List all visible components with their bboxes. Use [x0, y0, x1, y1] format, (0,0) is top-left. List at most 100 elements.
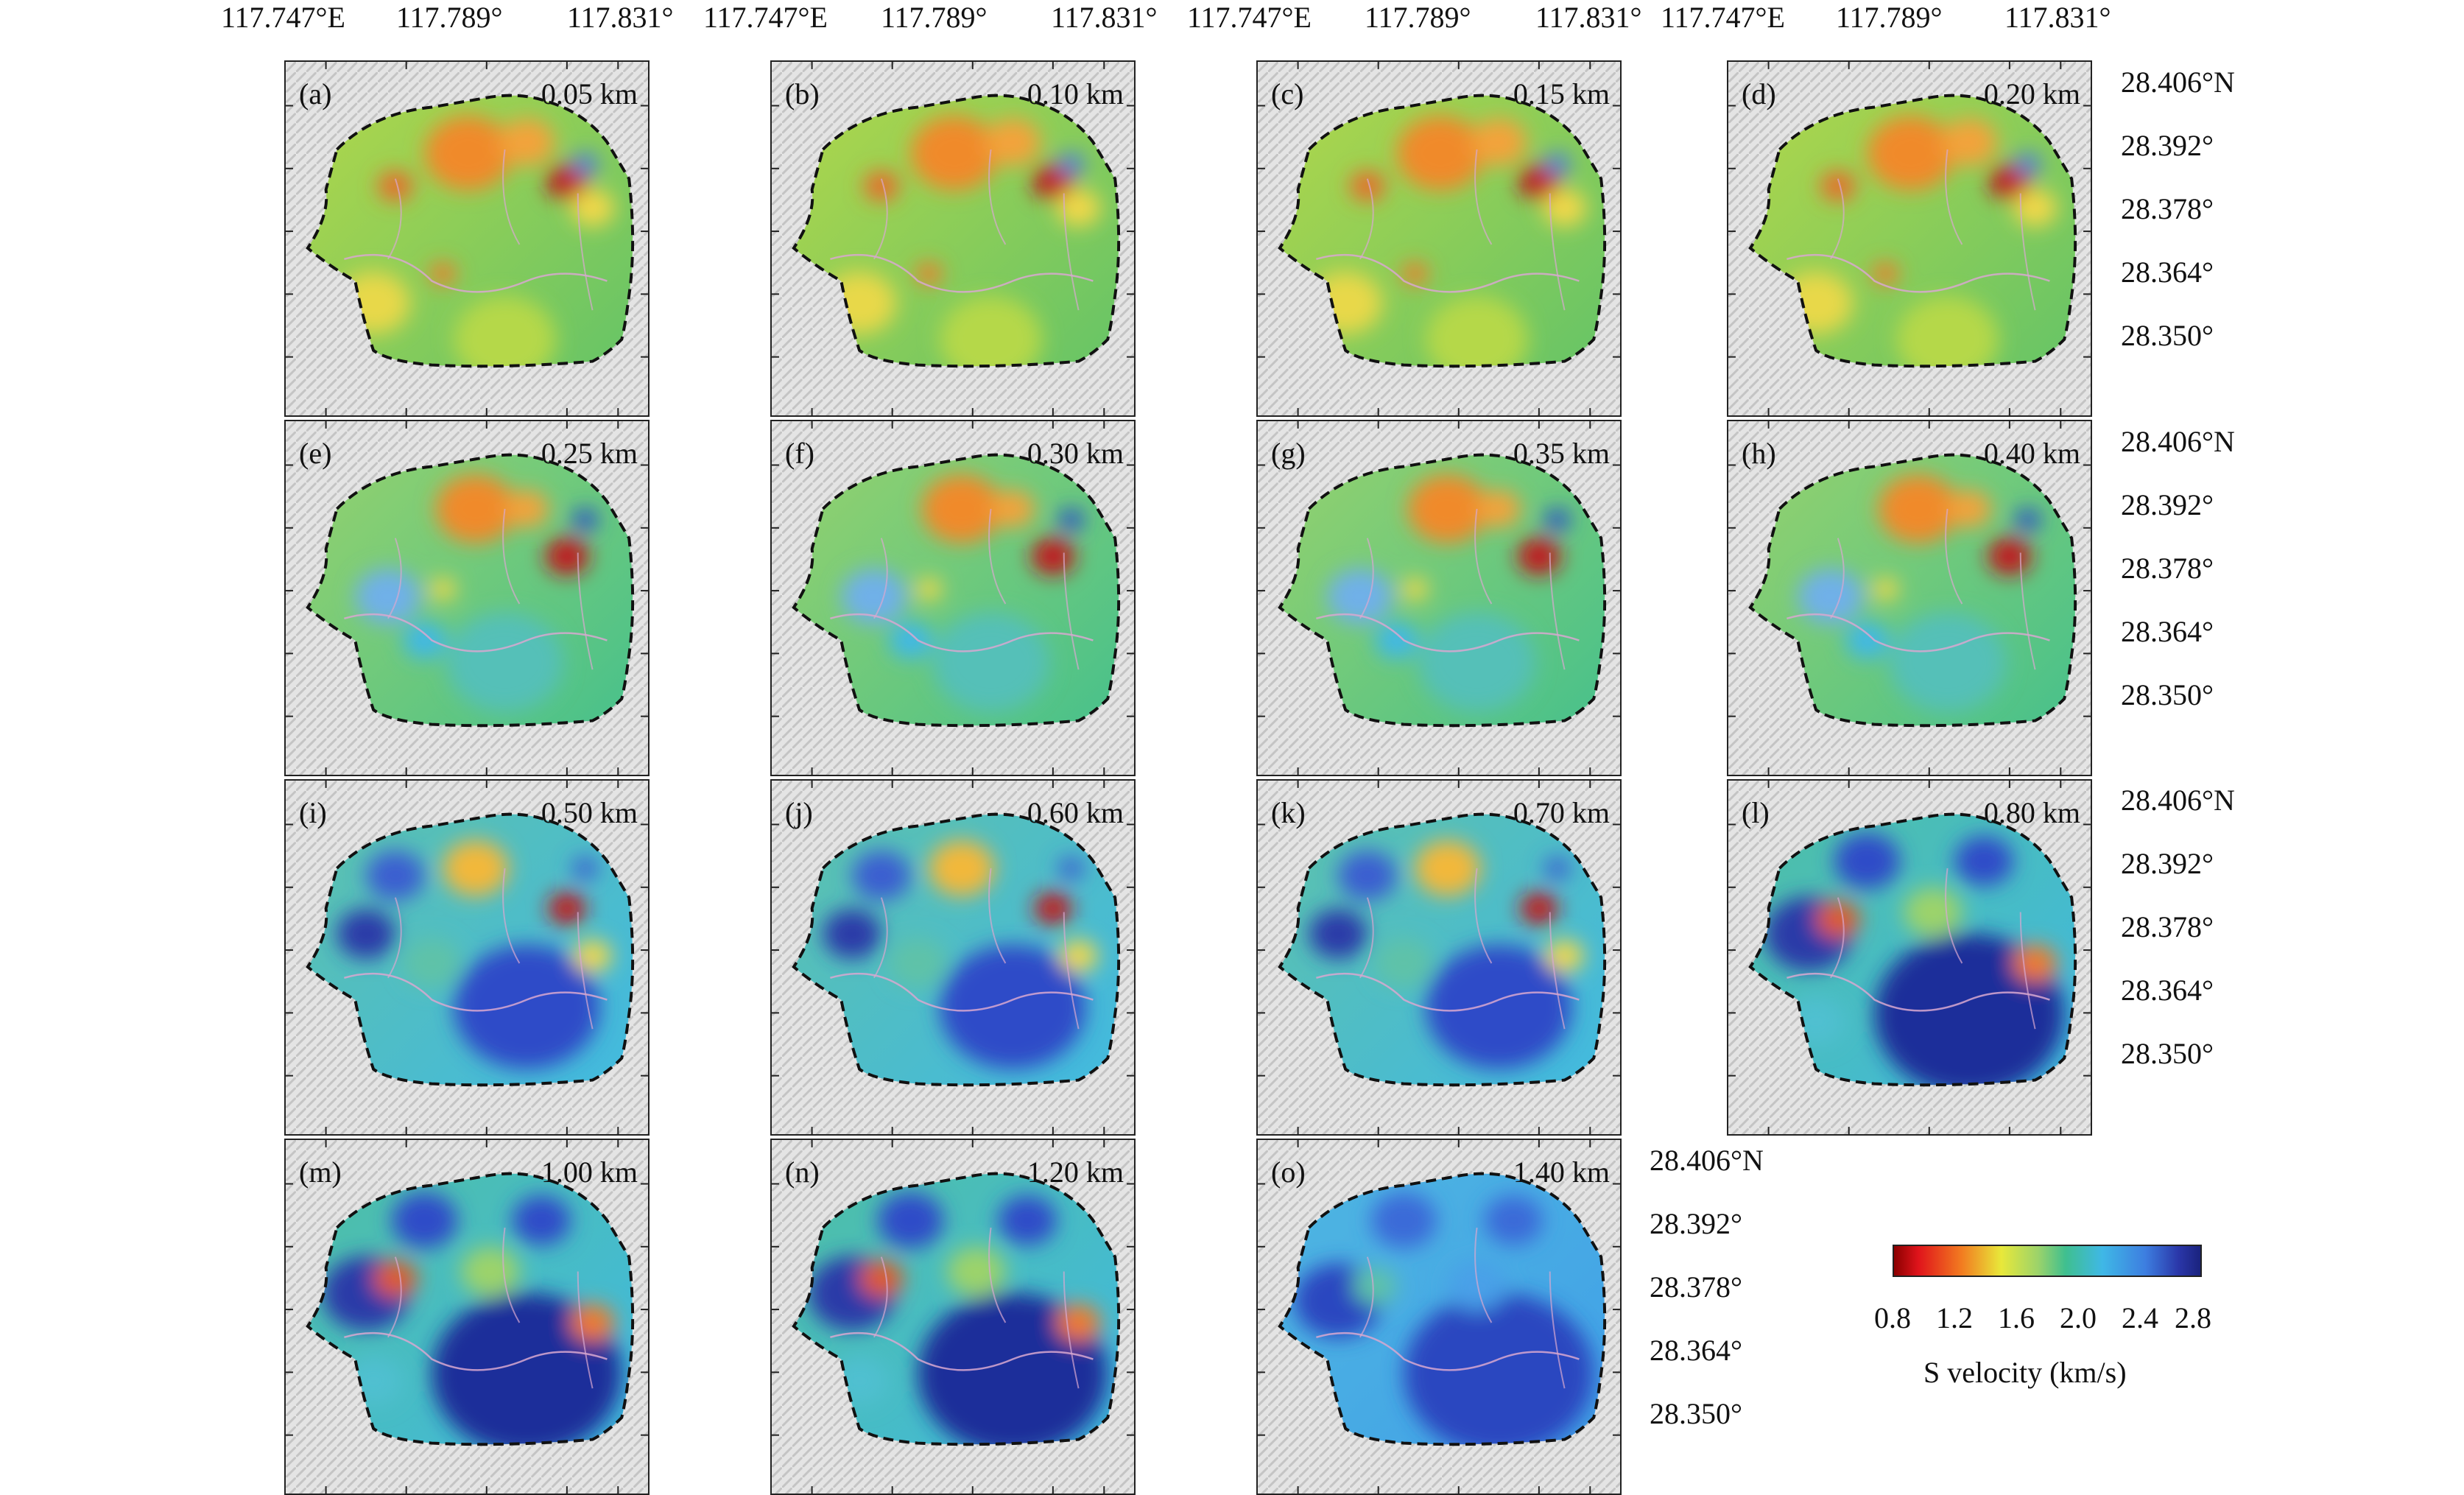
map-panel: (n) 1.20 km: [770, 1139, 1136, 1495]
lon-label-a3: 117.831°: [567, 1, 674, 34]
lat-label-r4-3: 28.378°: [1650, 1270, 1742, 1304]
velocity-map: [1258, 781, 1620, 1134]
panel-depth-label: 0.35 km: [1513, 437, 1610, 470]
lat-label-r1-3: 28.378°: [2121, 192, 2214, 225]
lon-label-d2: 117.789°: [1836, 1, 1943, 34]
panel-letter: (n): [785, 1155, 820, 1189]
panel-letter: (o): [1271, 1155, 1306, 1189]
lat-label-r3-5: 28.350°: [2121, 1037, 2214, 1070]
colorbar-tick: 1.6: [1998, 1301, 2035, 1334]
lon-label-c3: 117.831°: [1535, 1, 1642, 34]
lon-label-b2: 117.789°: [881, 1, 988, 34]
panel-depth-label: 0.15 km: [1513, 77, 1610, 110]
colorbar-tick: 1.2: [1936, 1301, 1973, 1334]
panel-depth-label: 0.10 km: [1027, 77, 1124, 110]
velocity-map: [286, 62, 648, 415]
lat-label-r1-4: 28.364°: [2121, 256, 2214, 289]
velocity-map: [1728, 421, 2091, 775]
panel-depth-label: 0.20 km: [1983, 77, 2080, 110]
panel-letter: (f): [785, 437, 814, 470]
map-panel: (b) 0.10 km: [770, 60, 1136, 417]
panel-depth-label: 0.30 km: [1027, 437, 1124, 470]
lon-label-d3: 117.831°: [2004, 1, 2111, 34]
panel-depth-label: 1.00 km: [541, 1155, 638, 1189]
velocity-map: [1728, 781, 2091, 1134]
lon-label-a2: 117.789°: [396, 1, 503, 34]
panel-letter: (g): [1271, 437, 1306, 470]
velocity-map: [772, 421, 1134, 775]
panel-letter: (l): [1742, 796, 1770, 829]
velocity-map: [286, 1140, 648, 1494]
map-panel: (e) 0.25 km: [284, 420, 650, 776]
panel-letter: (m): [299, 1155, 342, 1189]
lon-label-a1: 117.747°E: [221, 1, 345, 34]
panel-letter: (d): [1742, 77, 1776, 110]
panel-letter: (c): [1271, 77, 1304, 110]
panel-depth-label: 0.50 km: [541, 796, 638, 829]
lat-label-r2-2: 28.392°: [2121, 488, 2214, 521]
velocity-map: [772, 781, 1134, 1134]
map-panel: (c) 0.15 km: [1256, 60, 1622, 417]
lat-label-r2-1: 28.406°N: [2121, 425, 2235, 458]
lat-label-r2-3: 28.378°: [2121, 552, 2214, 585]
colorbar-title: S velocity (km/s): [1923, 1356, 2127, 1389]
panel-depth-label: 0.40 km: [1983, 437, 2080, 470]
lat-label-r4-1: 28.406°N: [1650, 1144, 1764, 1177]
lon-label-c1: 117.747°E: [1187, 1, 1312, 34]
lat-label-r1-5: 28.350°: [2121, 319, 2214, 352]
lat-label-r3-1: 28.406°N: [2121, 784, 2235, 817]
lat-label-r3-2: 28.392°: [2121, 847, 2214, 880]
map-panel: (o) 1.40 km: [1256, 1139, 1622, 1495]
velocity-map: [1258, 62, 1620, 415]
lat-label-r4-4: 28.364°: [1650, 1334, 1742, 1367]
velocity-map: [1258, 421, 1620, 775]
colorbar-tick: 2.8: [2175, 1301, 2211, 1334]
velocity-map: [286, 781, 648, 1134]
panel-letter: (h): [1742, 437, 1776, 470]
panel-depth-label: 0.70 km: [1513, 796, 1610, 829]
panel-letter: (i): [299, 796, 327, 829]
panel-letter: (k): [1271, 796, 1306, 829]
lat-label-r1-2: 28.392°: [2121, 129, 2214, 162]
panel-depth-label: 1.20 km: [1027, 1155, 1124, 1189]
lat-label-r3-4: 28.364°: [2121, 974, 2214, 1007]
lat-label-r2-4: 28.364°: [2121, 615, 2214, 648]
velocity-map: [286, 421, 648, 775]
map-panel: (m) 1.00 km: [284, 1139, 650, 1495]
lat-label-r1-1: 28.406°N: [2121, 66, 2235, 99]
colorbar-tick: 2.0: [2060, 1301, 2097, 1334]
lat-label-r3-3: 28.378°: [2121, 910, 2214, 943]
lon-label-c2: 117.789°: [1365, 1, 1471, 34]
map-panel: (k) 0.70 km: [1256, 779, 1622, 1136]
panel-letter: (e): [299, 437, 332, 470]
velocity-map: [1728, 62, 2091, 415]
panel-letter: (a): [299, 77, 332, 110]
panel-letter: (b): [785, 77, 820, 110]
map-panel: (i) 0.50 km: [284, 779, 650, 1136]
lat-label-r4-2: 28.392°: [1650, 1207, 1742, 1240]
colorbar-tick: 0.8: [1874, 1301, 1911, 1334]
panel-depth-label: 0.05 km: [541, 77, 638, 110]
colorbar-gradient: [1893, 1245, 2202, 1277]
velocity-map: [772, 62, 1134, 415]
lon-label-d1: 117.747°E: [1661, 1, 1785, 34]
panel-depth-label: 0.25 km: [541, 437, 638, 470]
map-panel: (g) 0.35 km: [1256, 420, 1622, 776]
map-panel: (a) 0.05 km: [284, 60, 650, 417]
panel-depth-label: 0.60 km: [1027, 796, 1124, 829]
lon-label-b3: 117.831°: [1051, 1, 1158, 34]
lat-label-r4-5: 28.350°: [1650, 1397, 1742, 1430]
map-panel: (d) 0.20 km: [1727, 60, 2092, 417]
panel-letter: (j): [785, 796, 813, 829]
panel-depth-label: 1.40 km: [1513, 1155, 1610, 1189]
map-panel: (l) 0.80 km: [1727, 779, 2092, 1136]
map-panel: (h) 0.40 km: [1727, 420, 2092, 776]
velocity-map: [1258, 1140, 1620, 1494]
colorbar-tick: 2.4: [2122, 1301, 2158, 1334]
velocity-map: [772, 1140, 1134, 1494]
lon-label-b1: 117.747°E: [703, 1, 828, 34]
lat-label-r2-5: 28.350°: [2121, 678, 2214, 711]
map-panel: (j) 0.60 km: [770, 779, 1136, 1136]
map-panel: (f) 0.30 km: [770, 420, 1136, 776]
panel-depth-label: 0.80 km: [1983, 796, 2080, 829]
